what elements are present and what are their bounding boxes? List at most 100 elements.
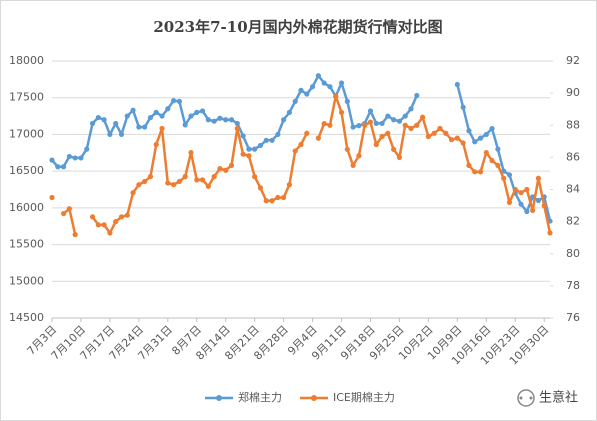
point	[344, 98, 350, 104]
watermark-icon	[517, 389, 535, 407]
watermark: 生意社	[539, 390, 578, 406]
point	[460, 104, 466, 110]
point	[130, 190, 136, 196]
point	[240, 133, 246, 139]
y-tick-label: 14500	[9, 311, 44, 324]
point	[257, 142, 264, 149]
point	[211, 118, 217, 124]
point	[309, 84, 316, 90]
y2-tick-label: 88	[566, 118, 580, 131]
point	[118, 214, 125, 220]
point	[194, 109, 200, 115]
point	[298, 141, 304, 148]
point	[263, 137, 269, 143]
point	[338, 109, 345, 115]
point	[107, 131, 113, 138]
y2-tick-label: 90	[566, 86, 580, 99]
point	[217, 115, 223, 121]
y-tick-label: 17500	[9, 91, 44, 104]
point	[142, 124, 148, 130]
point	[402, 122, 408, 128]
point	[176, 98, 182, 104]
point	[495, 162, 501, 169]
point	[252, 146, 258, 152]
point	[89, 120, 96, 127]
point	[217, 166, 223, 172]
point	[113, 120, 119, 127]
y-tick-label: 16500	[9, 164, 44, 177]
point	[367, 119, 374, 125]
point	[350, 124, 356, 130]
point	[171, 98, 177, 104]
point	[72, 231, 78, 238]
point	[396, 154, 403, 160]
point	[252, 174, 258, 180]
point	[49, 194, 55, 201]
y2-tick-label: 76	[566, 311, 580, 324]
point	[327, 122, 333, 128]
point	[66, 153, 72, 160]
point	[286, 182, 293, 188]
point	[142, 178, 148, 185]
point	[408, 106, 414, 112]
point	[321, 80, 327, 86]
point	[506, 172, 513, 178]
y-tick-label: 16000	[9, 201, 44, 214]
point	[240, 151, 246, 157]
point	[506, 199, 513, 205]
point	[402, 113, 408, 119]
point	[466, 162, 472, 169]
point	[95, 222, 101, 228]
point	[269, 137, 275, 143]
point	[362, 122, 368, 128]
point	[518, 190, 524, 196]
y2-tick-label: 86	[566, 150, 580, 163]
point	[437, 125, 443, 132]
point	[298, 87, 304, 93]
y2-tick-label: 78	[566, 279, 580, 292]
point	[228, 162, 235, 169]
point	[171, 182, 177, 188]
point	[477, 135, 484, 141]
point	[89, 214, 96, 220]
point	[414, 122, 420, 128]
point	[414, 92, 420, 99]
point	[454, 135, 460, 141]
y-tick-label: 17000	[9, 127, 44, 140]
point	[489, 157, 495, 164]
point	[379, 120, 385, 127]
point	[165, 180, 171, 186]
point	[147, 174, 154, 180]
point	[420, 114, 426, 120]
point	[182, 174, 188, 180]
point	[78, 155, 84, 161]
point	[530, 207, 536, 213]
point	[136, 124, 142, 130]
point	[228, 117, 235, 123]
point	[466, 128, 472, 134]
point	[425, 133, 431, 140]
point	[477, 169, 484, 175]
point	[199, 108, 206, 114]
point	[101, 117, 107, 123]
point	[223, 167, 229, 173]
point	[356, 123, 362, 129]
point	[159, 113, 165, 119]
y-tick-label: 15500	[9, 238, 44, 251]
point	[327, 84, 333, 90]
point	[234, 125, 240, 132]
point	[443, 130, 449, 136]
point	[512, 186, 518, 193]
point	[333, 93, 339, 99]
point	[535, 175, 542, 181]
point	[130, 107, 136, 113]
point	[275, 131, 281, 138]
point	[95, 114, 101, 121]
point	[385, 130, 391, 136]
point	[211, 174, 217, 180]
point	[194, 177, 200, 183]
y-tick-label: 15000	[9, 274, 44, 287]
point	[391, 117, 397, 123]
point	[147, 114, 154, 121]
